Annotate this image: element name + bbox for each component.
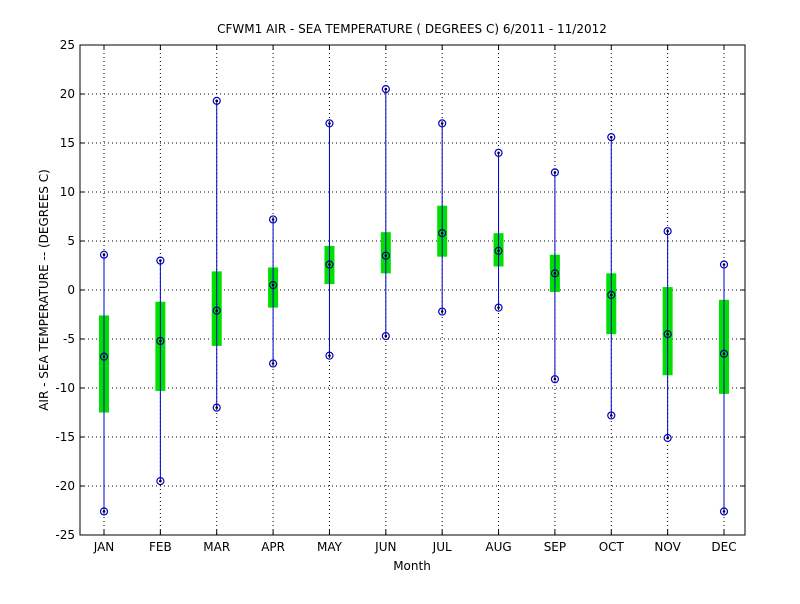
max-marker-dot: [102, 253, 106, 257]
max-marker-dot: [497, 151, 500, 155]
min-marker-dot: [102, 510, 106, 513]
min-marker: [156, 477, 165, 486]
x-tick-label: SEP: [544, 540, 566, 554]
max-marker-dot: [271, 218, 275, 221]
max-marker-dot: [666, 229, 669, 233]
y-tick-label: -5: [63, 332, 75, 346]
median-marker: [156, 336, 165, 346]
x-tick-label: JAN: [93, 540, 115, 554]
x-tick-label: MAR: [203, 540, 230, 554]
median-marker-dot: [497, 249, 500, 253]
y-tick-label: 15: [60, 136, 75, 150]
x-axis-label: Month: [393, 559, 431, 573]
median-marker-dot: [159, 339, 162, 343]
median-marker: [325, 260, 334, 269]
min-marker-dot: [722, 510, 726, 513]
max-marker: [494, 148, 503, 157]
median-marker-dot: [271, 283, 275, 287]
y-tick-label: -10: [55, 381, 75, 395]
chart-title: CFWM1 AIR - SEA TEMPERATURE ( DEGREES C)…: [217, 22, 607, 36]
median-marker-dot: [609, 293, 613, 297]
median-marker: [494, 246, 503, 255]
median-marker-dot: [553, 272, 557, 275]
min-marker: [607, 411, 616, 420]
median-marker: [381, 251, 390, 260]
min-marker-dot: [271, 362, 275, 365]
max-marker-dot: [384, 87, 388, 91]
median-marker-dot: [666, 332, 669, 336]
max-marker-dot: [722, 263, 726, 266]
max-marker: [325, 119, 334, 128]
min-marker-dot: [666, 436, 669, 440]
median-marker-dot: [384, 254, 388, 257]
min-marker: [438, 307, 447, 316]
max-marker-dot: [328, 122, 331, 125]
median-marker-dot: [215, 309, 219, 312]
x-tick-label: MAY: [317, 540, 343, 554]
median-marker: [268, 281, 278, 290]
x-tick-label: JUN: [374, 540, 396, 554]
min-marker-dot: [215, 406, 219, 409]
min-marker-dot: [440, 310, 444, 313]
median-marker: [663, 330, 672, 339]
min-marker-dot: [553, 377, 557, 381]
y-tick-label: 20: [60, 87, 75, 101]
median-marker-dot: [102, 355, 106, 358]
min-marker: [268, 359, 278, 368]
min-marker: [99, 507, 109, 516]
min-marker: [550, 375, 560, 384]
x-tick-label: FEB: [149, 540, 172, 554]
max-marker-dot: [440, 122, 444, 125]
y-tick-label: -25: [55, 528, 75, 542]
max-marker: [550, 168, 560, 177]
y-tick-label: 10: [60, 185, 75, 199]
min-marker-dot: [159, 479, 162, 483]
y-tick-label: 5: [67, 234, 75, 248]
max-marker: [607, 133, 616, 142]
max-marker: [719, 260, 729, 269]
min-marker: [663, 433, 672, 443]
max-marker: [381, 84, 390, 94]
min-marker-dot: [497, 306, 500, 309]
max-marker-dot: [215, 99, 219, 103]
y-tick-label: -15: [55, 430, 75, 444]
max-marker: [212, 96, 221, 105]
max-marker-dot: [609, 135, 613, 139]
min-marker: [494, 303, 503, 312]
x-tick-label: AUG: [485, 540, 511, 554]
min-marker-dot: [328, 354, 331, 357]
x-tick-label: NOV: [654, 540, 681, 554]
median-marker: [719, 349, 729, 358]
max-marker-dot: [553, 171, 557, 174]
x-tick-label: APR: [261, 540, 285, 554]
y-tick-label: 0: [67, 283, 75, 297]
y-tick-label: -20: [55, 479, 75, 493]
x-tick-label: DEC: [711, 540, 736, 554]
min-marker: [325, 351, 334, 360]
median-marker: [212, 306, 221, 315]
median-marker: [550, 269, 560, 278]
max-marker-dot: [159, 259, 162, 262]
min-marker: [212, 403, 221, 412]
median-marker: [607, 290, 616, 299]
y-tick-label: 25: [60, 38, 75, 52]
min-marker: [719, 507, 729, 516]
max-marker: [156, 256, 165, 265]
max-marker: [99, 250, 109, 259]
median-marker-dot: [722, 352, 726, 356]
median-marker-dot: [328, 263, 331, 266]
median-marker-dot: [440, 231, 444, 235]
median-marker: [99, 352, 109, 361]
x-tick-label: OCT: [599, 540, 625, 554]
y-axis-label: AIR - SEA TEMPERATURE -- (DEGREES C): [37, 169, 51, 411]
max-marker: [268, 215, 278, 224]
min-marker-dot: [384, 334, 388, 338]
median-marker: [438, 229, 447, 238]
x-tick-label: JUL: [432, 540, 452, 554]
min-marker-dot: [609, 414, 613, 417]
max-marker: [438, 119, 447, 128]
max-marker: [663, 227, 672, 236]
min-marker: [381, 331, 390, 341]
